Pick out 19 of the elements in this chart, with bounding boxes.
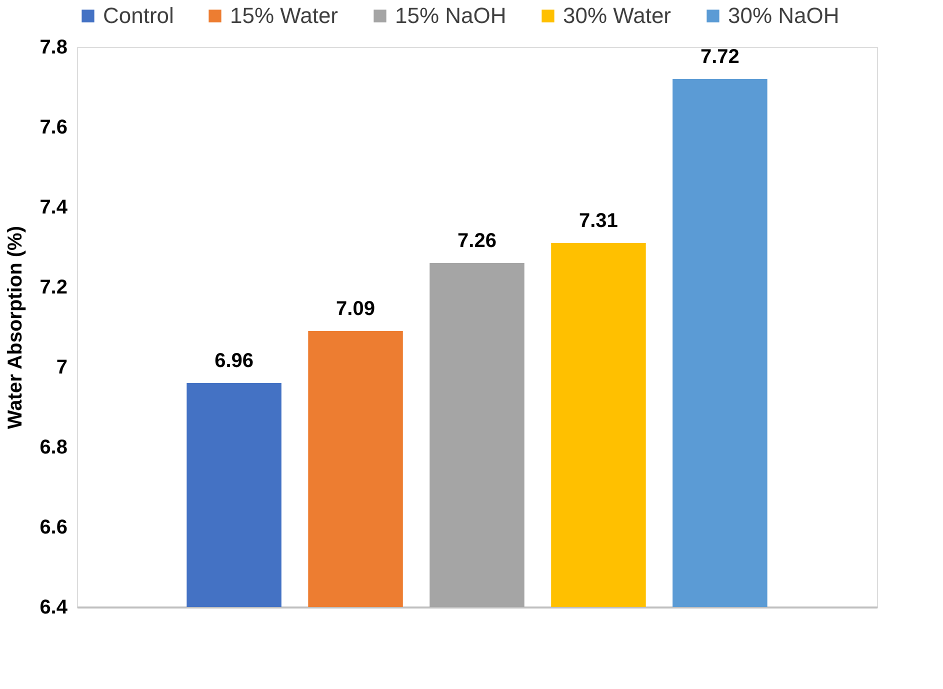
y-tick-label: 6.6 [40,516,68,538]
data-label: 7.26 [458,230,496,252]
legend-label: Control [103,3,174,28]
data-label: 6.96 [214,350,254,372]
legend-label: 15% NaOH [395,3,506,28]
y-tick-label: 7.6 [40,116,68,138]
y-axis-title: Water Absorption (%) [4,226,27,429]
data-label: 7.31 [579,210,618,232]
data-label: 7.09 [336,298,375,320]
y-tick-label: 6.8 [40,436,68,458]
y-tick-label: 7 [56,356,68,378]
y-tick-label: 7.8 [40,36,68,58]
y-tick-label: 7.2 [40,276,68,298]
legend-label: 30% Water [563,3,672,28]
y-tick-label: 6.4 [40,596,68,618]
y-tick-label: 7.4 [40,196,68,218]
data-label: 7.72 [700,46,740,68]
legend-label: 30% NaOH [728,3,840,28]
legend-label: 15% Water [230,3,338,28]
